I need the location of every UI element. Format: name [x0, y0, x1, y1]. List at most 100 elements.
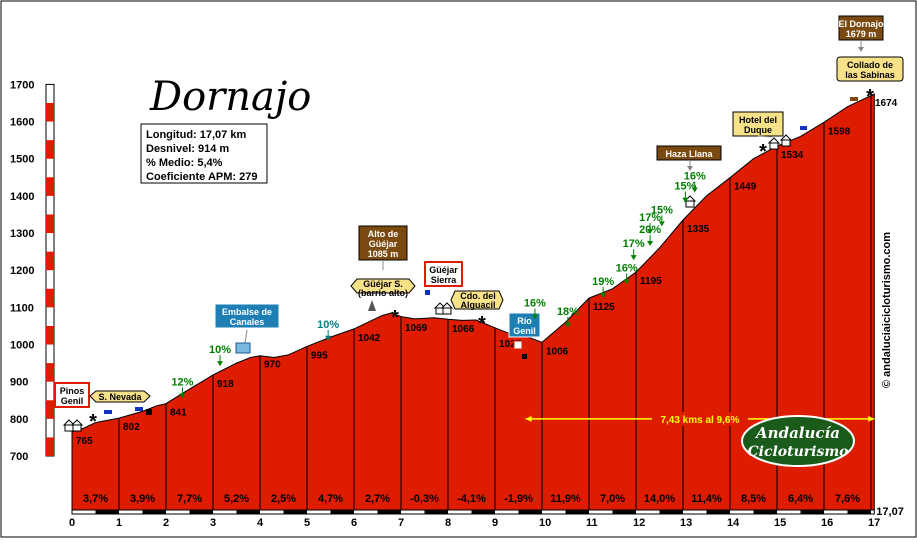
x-scale-band [565, 510, 589, 514]
tent-icon [368, 300, 376, 311]
label-hotel-duque-text: Duque [744, 125, 772, 135]
steep-gradient-arrow-head [600, 293, 607, 299]
x-tick-label: 10 [539, 517, 551, 529]
y-scale-band [46, 400, 54, 419]
segment-gradient-label: 7,0% [600, 493, 625, 505]
label-haza-llana-box [656, 145, 722, 161]
y-scale-band [46, 102, 54, 122]
y-scale-band [46, 325, 54, 345]
segment-gradient-label: -0,3% [410, 493, 439, 505]
y-tick-label: 700 [10, 451, 28, 463]
haza-llana-house-icon-body [685, 200, 695, 208]
label-hotel-duque-text: Hotel del [739, 115, 777, 125]
hotel-house-icon-body [769, 142, 779, 150]
river-icon [513, 340, 523, 350]
x-scale-band [95, 510, 119, 514]
segment-gradient-label: 6,4% [788, 493, 813, 505]
y-tick-label: 1300 [10, 228, 34, 240]
distance-note-text: 7,43 kms al 9,6% [660, 415, 739, 426]
steep-gradient-label: 15% [674, 181, 696, 193]
x-scale-band [283, 510, 307, 514]
cdo-sign-text: Alguacil [460, 300, 495, 310]
steep-gradient-label: 10% [209, 344, 231, 356]
segment-gradient-label: -4,1% [457, 493, 486, 505]
label-hotel-duque-box [732, 111, 784, 137]
dam-icon [235, 342, 251, 354]
y-tick-label: 1000 [10, 340, 34, 352]
info-icon [425, 290, 430, 295]
x-tick-label: 1 [116, 517, 122, 529]
y-scale-band [46, 288, 54, 308]
x-scale-band [471, 510, 495, 514]
elevation-label: 1066 [452, 324, 475, 335]
guejar-sierra-house2-icon-body [442, 307, 452, 315]
summit-star-icon: * [391, 307, 399, 329]
info-climb: Desnivel: 914 m [146, 143, 229, 155]
segment-gradient-label: 3,9% [130, 493, 155, 505]
label-haza-llana: Haza Llana [656, 145, 722, 161]
info-apm: Coeficiente APM: 279 [146, 171, 257, 183]
segment-gradient-label: -1,9% [504, 493, 533, 505]
segment-gradient-label: 2,7% [365, 493, 390, 505]
steep-gradient-label: 16% [524, 298, 546, 310]
x-tick-label: 5 [304, 517, 310, 529]
segment-gradient-label: 14,0% [644, 493, 675, 505]
elevation-label: 765 [76, 436, 93, 447]
elevation-label: 841 [170, 408, 187, 419]
water-fountain-icon [104, 410, 112, 414]
summit-star-icon: * [759, 141, 767, 163]
x-tick-label: 15 [774, 517, 786, 529]
x-tick-label: 12 [633, 517, 645, 529]
logo-ellipse [741, 415, 855, 467]
x-scale-band [706, 510, 730, 514]
x-scale-band [659, 510, 683, 514]
steep-gradient-label: 16% [616, 262, 638, 274]
x-tick-label: 8 [445, 517, 451, 529]
copyright-text: © andaluciaicicloturismo.com [881, 232, 893, 388]
y-tick-label: 800 [10, 414, 28, 426]
y-tick-label: 1200 [10, 265, 34, 277]
x-scale-band [330, 510, 354, 514]
elevation-label: 1069 [405, 323, 428, 334]
steep-gradient-arrow-head [691, 187, 698, 193]
profile-fill [71, 93, 875, 511]
pinos-genil-house-icon-body [64, 424, 74, 432]
label-alto-guejar-text: 1085 m [368, 249, 399, 259]
steep-gradient-arrow-head [623, 279, 630, 285]
steep-gradient-arrow-head [647, 241, 654, 247]
elevation-label: 1125 [593, 302, 615, 313]
elevation-label: 918 [217, 379, 234, 390]
segment-gradient-label: 7,6% [835, 493, 860, 505]
y-tick-label: 1500 [10, 154, 34, 166]
label-guejar-sierra-box [424, 261, 463, 287]
logo-line-2: Cicloturismo [747, 444, 848, 460]
info-box: Longitud: 17,07 km Desnivel: 914 m % Med… [140, 123, 268, 184]
x-tick-label: 16 [821, 517, 833, 529]
label-connector [757, 135, 773, 138]
label-collado-sabinas-text: las Sabinas [845, 70, 895, 80]
distance-note-right-arrow [868, 415, 875, 422]
label-haza-llana-text: Haza Llana [665, 149, 713, 159]
water-fountain4-icon [850, 97, 858, 101]
elevation-label: 970 [264, 360, 281, 371]
y-scale-band [46, 140, 54, 159]
elevation-label: 1449 [734, 182, 757, 193]
bridge2-icon [522, 354, 527, 359]
water-fountain3-icon [800, 126, 807, 130]
x-scale-band [189, 510, 213, 514]
x-tick-label: 17 [868, 517, 880, 529]
y-tick-label: 1100 [10, 302, 34, 314]
logo: Andalucía Cicloturismo [741, 415, 855, 467]
label-collado-sabinas-text: Collado de [847, 60, 893, 70]
x-tick-label: 9 [492, 517, 498, 529]
y-scale-band [46, 177, 54, 196]
segment-gradient-label: 8,5% [741, 493, 766, 505]
segment-gradient-label: 11,9% [550, 493, 581, 505]
steep-gradient-arrow-head [179, 393, 186, 399]
